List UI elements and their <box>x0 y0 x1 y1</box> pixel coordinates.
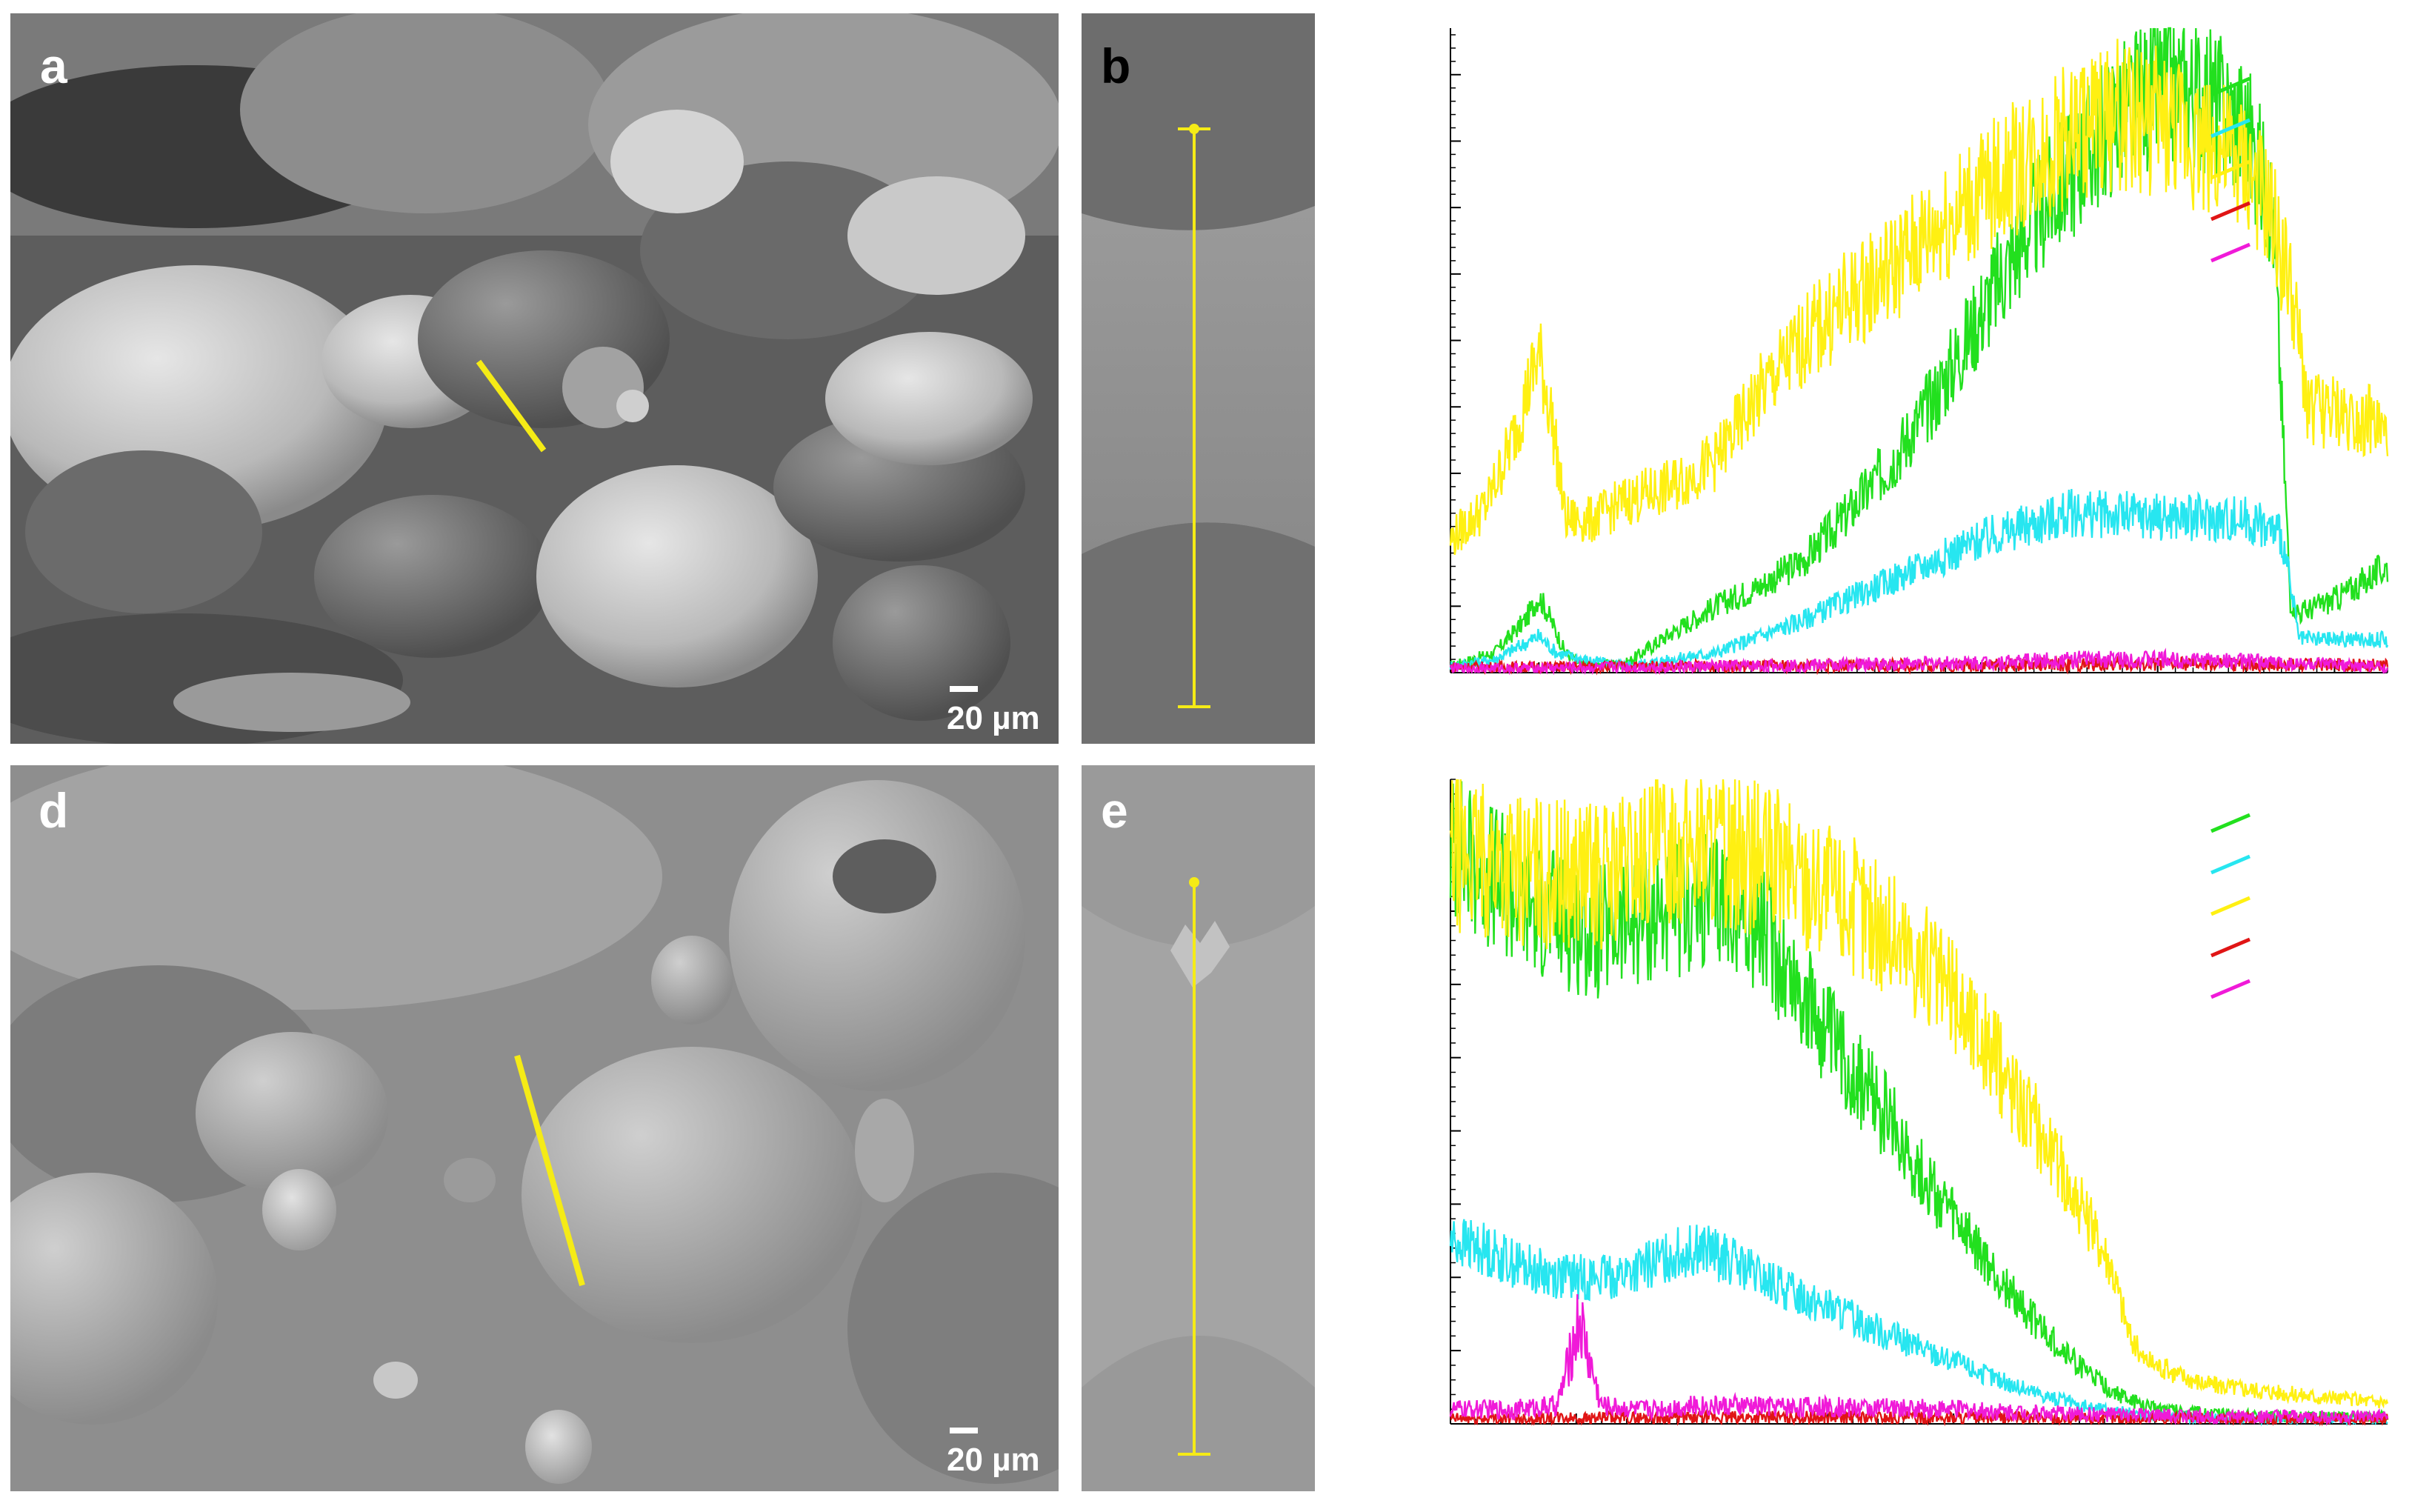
eds-line-scan-chart-f <box>1449 779 2389 1427</box>
legend-swatch-al <box>2211 979 2251 999</box>
legend-swatch-o <box>2211 813 2251 833</box>
scale-bar-line-a <box>950 686 978 692</box>
legend-swatch-al <box>2211 242 2251 263</box>
panel-label-e: e <box>1101 783 1128 838</box>
scale-bar-label-d: 20 µm <box>947 1442 1040 1478</box>
line-scan-marker-a <box>476 359 547 453</box>
scale-bar-label-a: 20 µm <box>947 700 1040 736</box>
series-line-al <box>1449 647 2389 676</box>
legend-swatch-k <box>2211 201 2251 222</box>
sem-image-d-graphic <box>10 765 1059 1491</box>
legend-swatch-na <box>2211 118 2251 139</box>
sem-image-a-graphic <box>10 13 1059 744</box>
panel-label-a: a <box>40 39 67 93</box>
legend-swatch-na <box>2211 854 2251 875</box>
line-scan-start-b <box>1189 124 1199 134</box>
series-line-o <box>1450 27 2389 671</box>
scale-bar-a: 20 µm <box>947 686 1040 736</box>
legend-swatch-o <box>2211 76 2251 97</box>
series-line-k <box>1450 655 2389 676</box>
line-scan-marker-d <box>514 1054 585 1287</box>
series-line-al <box>1449 1293 2389 1427</box>
eds-line-scan-chart-c <box>1449 27 2389 676</box>
sem-image-b-graphic <box>1082 13 1315 744</box>
legend-swatch-si <box>2211 896 2251 916</box>
sem-image-e: e <box>1082 765 1315 1491</box>
sem-image-d: d 20 µm <box>10 765 1059 1491</box>
series-line-na <box>1449 488 2389 673</box>
scale-bar-d: 20 µm <box>947 1428 1040 1478</box>
scale-bar-line-d <box>950 1428 978 1433</box>
panel-label-b: b <box>1101 39 1131 93</box>
sem-image-b: b <box>1082 13 1315 744</box>
legend-swatch-c <box>2211 937 2251 958</box>
sem-image-a: a 20 µm <box>10 13 1059 744</box>
line-scan-start-e <box>1189 877 1199 887</box>
legend-swatch-si <box>2211 159 2251 180</box>
panel-label-d: d <box>39 783 69 838</box>
sem-image-e-graphic <box>1082 765 1315 1491</box>
series-line-si <box>1449 779 2389 1409</box>
